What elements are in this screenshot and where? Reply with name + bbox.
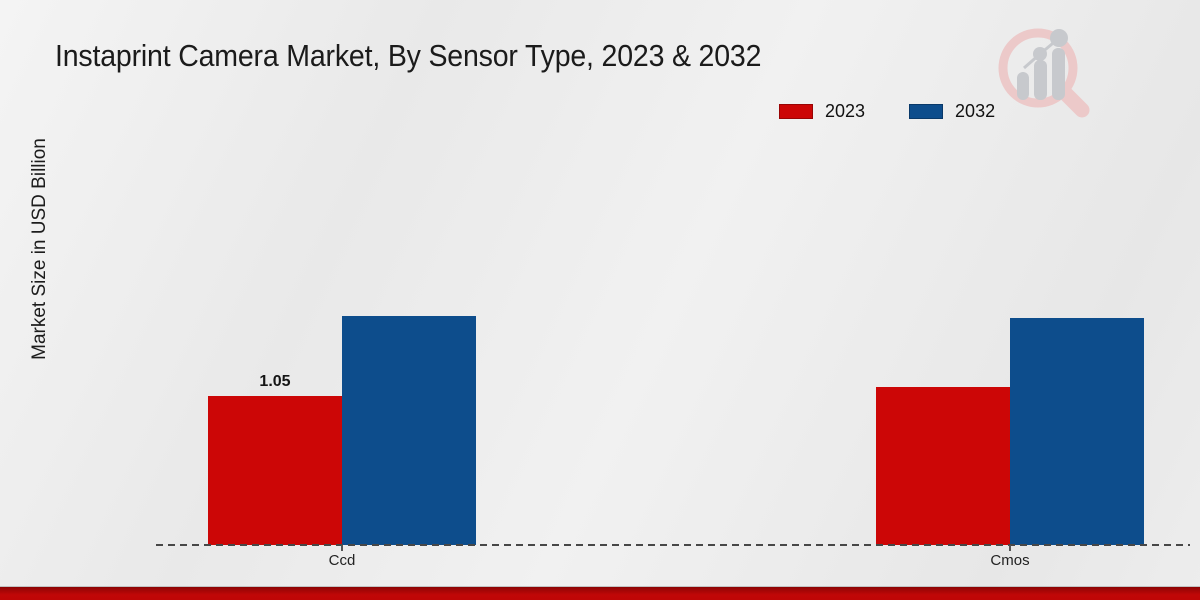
- watermark-logo-icon: [998, 28, 1090, 118]
- legend-item-2032: 2032: [909, 101, 995, 122]
- bar-cmos-2032: [1010, 318, 1144, 545]
- legend: 2023 2032: [779, 101, 995, 122]
- legend-label-2032: 2032: [955, 101, 996, 121]
- bar-ccd-2032: [342, 316, 476, 545]
- x-tick-label-cmos: Cmos: [990, 552, 1030, 569]
- x-axis-tick: [341, 545, 343, 551]
- bar-value-label: 1.05: [259, 373, 291, 390]
- legend-label-2023: 2023: [825, 101, 866, 121]
- x-axis-tick: [1009, 545, 1011, 551]
- x-axis-baseline: [156, 544, 1190, 546]
- footer-accent-bar: [0, 586, 1200, 600]
- legend-item-2023: 2023: [779, 101, 865, 122]
- legend-swatch-2032: [909, 104, 944, 119]
- legend-swatch-2023: [779, 104, 813, 119]
- x-tick-label-ccd: Ccd: [328, 552, 356, 569]
- chart-title: Instaprint Camera Market, By Sensor Type…: [55, 38, 762, 73]
- bar-cmos-2023: [876, 387, 1010, 545]
- bar-ccd-2023: [208, 396, 342, 545]
